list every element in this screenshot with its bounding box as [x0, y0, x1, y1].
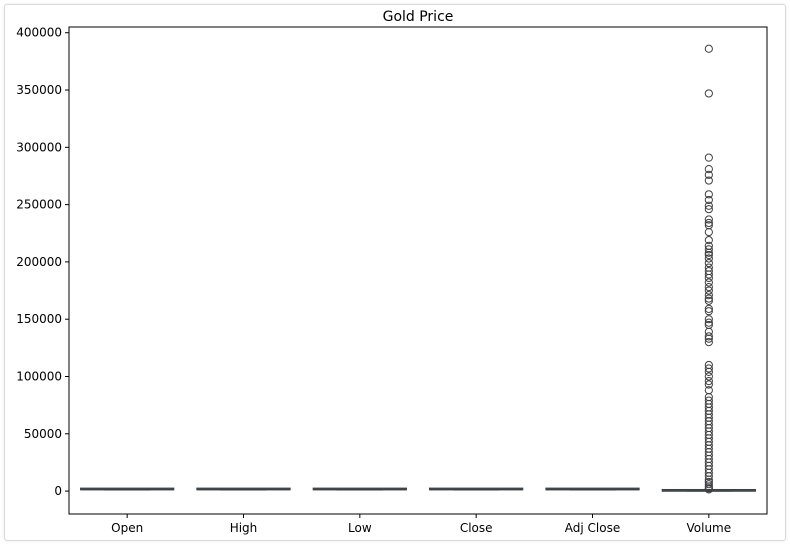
outlier-point — [704, 376, 713, 386]
x-tick-label: Adj Close — [565, 521, 620, 535]
x-tick-label: High — [230, 521, 258, 535]
outlier-point — [704, 472, 713, 481]
outlier-point — [704, 291, 713, 300]
outlier-point — [704, 245, 713, 254]
outlier-point — [704, 307, 713, 316]
figure-frame — [4, 4, 786, 541]
outlier-point — [704, 283, 713, 292]
outlier-point — [704, 273, 713, 283]
axes-frame — [68, 26, 768, 515]
outlier-point — [704, 215, 713, 224]
outlier-point — [704, 304, 713, 313]
y-tick-label: 200000 — [16, 255, 62, 269]
y-tick-label: 250000 — [16, 198, 62, 212]
box-open — [80, 487, 175, 491]
outlier-point — [704, 44, 713, 53]
outlier-point — [704, 164, 713, 174]
outlier-point — [704, 380, 713, 389]
outlier-point — [704, 367, 713, 377]
chart-title: Gold Price — [383, 9, 454, 25]
x-tick-label: Low — [348, 521, 372, 535]
y-tick-label: 400000 — [16, 26, 62, 40]
outlier-point — [704, 195, 713, 205]
outlier-point — [704, 480, 713, 489]
outlier-point — [704, 89, 713, 98]
outlier-point — [704, 485, 713, 494]
box-adj-close — [545, 487, 640, 491]
y-tick-label: 0 — [54, 484, 62, 498]
outlier-point — [704, 205, 713, 214]
y-tick-label: 100000 — [16, 369, 62, 383]
plot-marks — [80, 44, 756, 494]
outlier-point — [704, 254, 713, 263]
plot-axes: 0 50000 100000 150000 200000 250000 300000 3500… — [16, 26, 768, 535]
outlier-point — [704, 372, 713, 381]
outlier-point — [704, 248, 713, 257]
outlier-point — [704, 228, 713, 237]
x-tick-label: Volume — [687, 521, 732, 535]
outlier-point — [704, 270, 713, 279]
x-tick-label: Close — [460, 521, 493, 535]
box-volume — [661, 44, 756, 494]
outlier-point — [704, 332, 713, 341]
outlier-point — [704, 170, 713, 179]
outlier-point — [704, 338, 713, 347]
outlier-point — [704, 236, 713, 245]
box-high — [196, 487, 291, 491]
outlier-point — [704, 258, 713, 268]
outlier-point — [704, 201, 713, 210]
outlier-point — [704, 294, 713, 303]
outlier-point — [704, 318, 713, 327]
outlier-point — [704, 286, 713, 295]
box-close — [429, 487, 524, 491]
outlier-point — [704, 334, 713, 343]
outlier-point — [704, 176, 713, 185]
outlier-point — [704, 250, 713, 260]
box-low — [312, 487, 407, 491]
outlier-point — [704, 218, 713, 228]
x-tick-label: Open — [111, 521, 143, 535]
y-tick-label: 150000 — [16, 312, 62, 326]
outlier-point — [704, 296, 713, 305]
y-tick-label: 350000 — [16, 83, 62, 97]
outlier-point — [704, 315, 713, 324]
y-tick-label: 300000 — [16, 140, 62, 154]
y-tick-label: 50000 — [24, 427, 62, 441]
outlier-point — [704, 190, 713, 199]
outlier-point — [704, 278, 713, 287]
outlier-point — [704, 153, 713, 162]
outlier-point — [704, 364, 713, 373]
